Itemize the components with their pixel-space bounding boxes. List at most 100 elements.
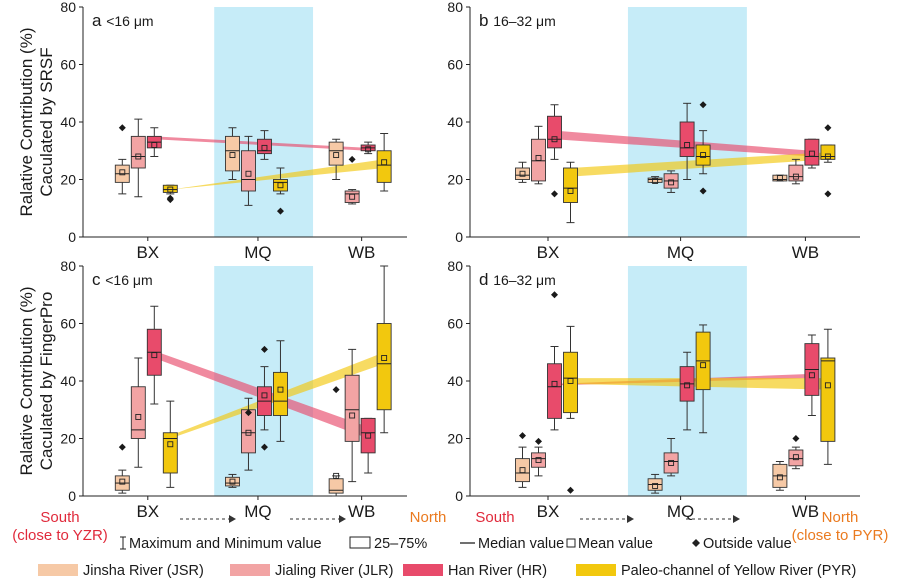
- series-legend-item-HR: Han River (HR): [403, 563, 547, 579]
- panel-c: 0 20 40 60 80 BX MQ WB c <16 μm: [60, 258, 407, 521]
- stats-legend-item: Mean value: [566, 536, 653, 552]
- y-tick-label: 0: [455, 229, 463, 245]
- mean-marker: [349, 193, 356, 200]
- box-iqr: [241, 409, 256, 454]
- panel-d: 0 20 40 60 80 BX MQ WB d 16–32 μm: [447, 258, 860, 521]
- box-iqr: [225, 476, 240, 487]
- box-iqr: [360, 417, 376, 454]
- stats-legend-label: 25–75%: [374, 536, 427, 552]
- outlier-point: [276, 207, 284, 215]
- mean-marker: [535, 154, 542, 161]
- panel-label: b 16–32 μm: [479, 11, 556, 30]
- site-label-BX: BX: [537, 502, 560, 521]
- trend-band-PYR: [170, 159, 385, 190]
- outlier-point: [244, 409, 252, 417]
- outlier-point: [699, 187, 707, 195]
- stats-legend-label: Mean value: [578, 536, 653, 552]
- mean-marker: [245, 429, 252, 436]
- y-tick-label: 80: [60, 258, 76, 274]
- box-BX-HR: [547, 104, 562, 198]
- box-iqr: [273, 179, 288, 192]
- box-iqr: [547, 363, 562, 419]
- y-tick-label: 60: [447, 316, 463, 332]
- y-tick-label: 80: [447, 258, 463, 274]
- mean-marker: [668, 179, 675, 186]
- y-tick-label: 20: [447, 172, 463, 188]
- mean-marker: [261, 392, 268, 399]
- box-BX-PYR: [563, 161, 578, 224]
- box-MQ-JSR: [647, 176, 663, 184]
- box-BX-PYR: [563, 325, 578, 494]
- box-iqr: [788, 449, 804, 467]
- box-WB-JLR: [344, 348, 360, 483]
- y-tick-label: 0: [455, 488, 463, 504]
- mean-marker: [684, 382, 691, 389]
- y-tick-label: 40: [60, 114, 76, 130]
- stats-legend-label: Outside value: [703, 536, 792, 552]
- box-iqr: [663, 452, 679, 474]
- mean-marker: [119, 169, 126, 176]
- mean-marker: [652, 482, 659, 489]
- box-WB-PYR: [376, 265, 392, 434]
- mean-marker: [277, 182, 284, 189]
- site-label-WB: WB: [792, 243, 819, 262]
- box-MQ-JLR: [241, 397, 256, 471]
- arrow-left-2: [290, 515, 346, 523]
- mean-marker: [119, 478, 126, 485]
- panel-b: 0 20 40 60 80 BX MQ WB b 16–32 μm: [447, 0, 860, 262]
- mean-marker: [135, 413, 142, 420]
- y-tick-label: 20: [60, 172, 76, 188]
- site-label-MQ: MQ: [667, 243, 694, 262]
- mean-marker: [652, 177, 659, 184]
- box-iqr: [820, 357, 836, 442]
- legend-swatch: [576, 564, 616, 576]
- arrow-head: [627, 515, 634, 523]
- legend-swatch: [38, 564, 78, 576]
- box-BX-JLR: [531, 437, 546, 477]
- mean-marker: [519, 467, 526, 474]
- box-iqr: [130, 386, 146, 439]
- series-legend-item-JLR: Jialing River (JLR): [230, 563, 393, 579]
- arrow-left-1: [180, 515, 236, 523]
- box-BX-JSR: [114, 443, 130, 494]
- box-WB-JSR: [328, 386, 344, 497]
- box-WB-JSR: [772, 461, 788, 491]
- site-label-MQ: MQ: [244, 243, 271, 262]
- box-iqr: [547, 115, 562, 149]
- mean-marker: [567, 188, 574, 194]
- direction-north-left: North: [410, 509, 447, 526]
- box-WB-PYR: [376, 133, 392, 192]
- stats-legend-item: Maximum and Minimum value: [120, 536, 322, 552]
- stats-legend-item: Outside value: [692, 536, 792, 552]
- mean-marker: [684, 142, 691, 148]
- outlier-point: [348, 155, 356, 163]
- site-label-BX: BX: [136, 502, 159, 521]
- box-BX-HR: [146, 305, 162, 405]
- box-MQ-PYR: [273, 340, 288, 442]
- mean-marker: [167, 441, 174, 448]
- box-WB-HR: [804, 138, 820, 169]
- mean-marker: [135, 153, 142, 160]
- y-tick-label: 40: [60, 373, 76, 389]
- outlier-point: [535, 437, 542, 445]
- box-iqr: [820, 144, 836, 160]
- mean-marker: [365, 146, 372, 153]
- box-iqr: [531, 452, 546, 468]
- box-MQ-JSR: [225, 127, 240, 180]
- box-WB-JLR: [788, 158, 804, 185]
- panel-size-label: 16–32 μm: [493, 13, 556, 29]
- outlier-point: [824, 124, 832, 132]
- box-iqr: [328, 478, 344, 494]
- panel-size-label: <16 μm: [105, 272, 152, 288]
- mean-marker: [551, 380, 558, 387]
- y-tick-label: 0: [68, 229, 76, 245]
- mean-square-icon: [566, 538, 576, 548]
- box-WB-JSR: [772, 174, 788, 182]
- box-iqr: [695, 144, 711, 166]
- y-tick-label: 60: [60, 316, 76, 332]
- mean-marker: [668, 459, 675, 466]
- box-iqr: [162, 432, 178, 474]
- box-MQ-PYR: [695, 324, 711, 434]
- outlier-point: [551, 291, 558, 299]
